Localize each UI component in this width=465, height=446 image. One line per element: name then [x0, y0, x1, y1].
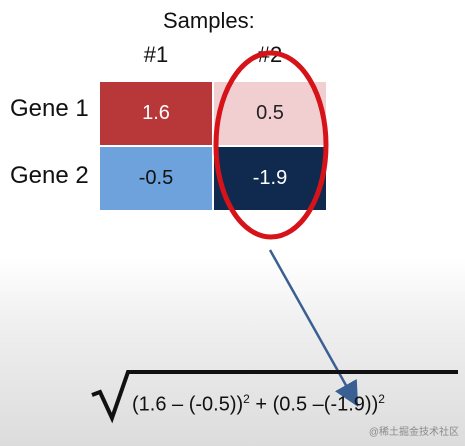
samples-title: Samples: — [163, 8, 255, 33]
expression-heatmap: 1.6 0.5 -0.5 -1.9 — [100, 82, 328, 212]
formula-plus: + — [249, 393, 273, 416]
cell-gene2-sample1: -0.5 — [100, 147, 212, 210]
cell-gene1-sample2: 0.5 — [214, 82, 326, 145]
gene-1-label: Gene 1 — [10, 95, 89, 122]
cell-gene2-sample2: -1.9 — [214, 147, 326, 210]
sample-1-label: #1 — [143, 42, 169, 67]
formula-exponent-2: 2 — [378, 392, 385, 406]
square-root-sign — [91, 370, 458, 424]
pointer-arrow — [268, 249, 359, 407]
highlight-ellipse — [213, 50, 329, 240]
watermark: @稀土掘金技术社区 — [368, 427, 459, 438]
formula-term-2: (0.5 –(-1.9)) — [272, 393, 379, 416]
distance-formula: (1.6 – (-0.5))2 + (0.5 –(-1.9))2 — [132, 392, 385, 417]
cell-gene1-sample1: 1.6 — [100, 82, 212, 145]
gene-2-label: Gene 2 — [10, 162, 89, 189]
formula-exponent-1: 2 — [243, 392, 250, 406]
formula-term-1: (1.6 – (-0.5)) — [132, 393, 244, 416]
